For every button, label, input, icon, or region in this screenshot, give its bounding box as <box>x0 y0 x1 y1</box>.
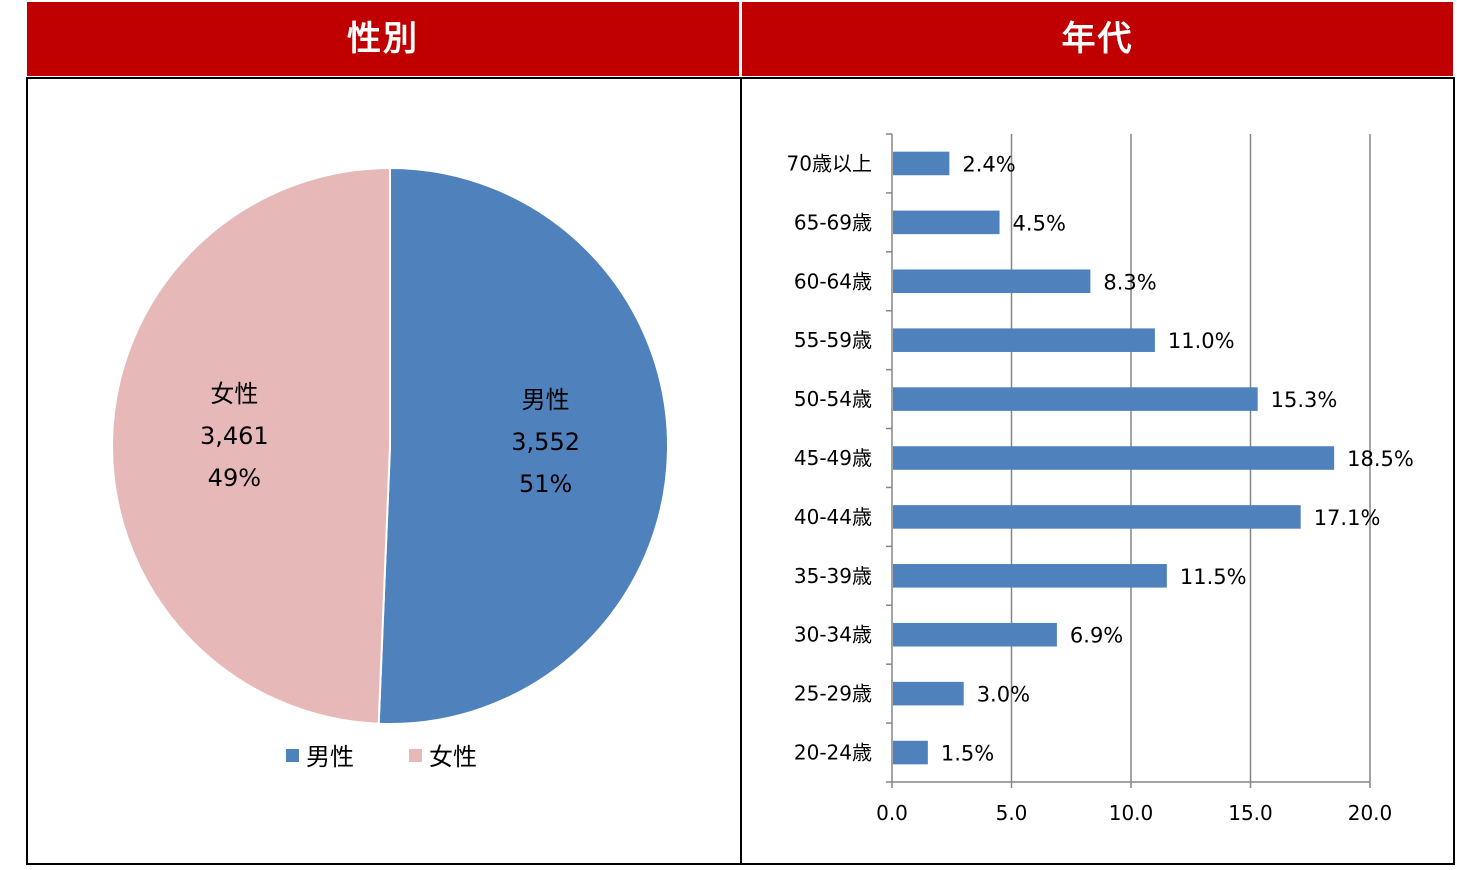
value-label: 18.5% <box>1347 447 1414 471</box>
bar <box>893 681 964 706</box>
category-label: 20-24歳 <box>794 741 872 765</box>
value-label: 17.1% <box>1314 506 1381 530</box>
value-label: 15.3% <box>1271 388 1338 412</box>
value-label: 8.3% <box>1103 270 1156 294</box>
category-label: 40-44歳 <box>794 505 872 529</box>
category-label: 70歳以上 <box>787 151 872 175</box>
value-label: 2.4% <box>962 152 1015 176</box>
value-label: 4.5% <box>1013 211 1066 235</box>
x-tick-label: 10.0 <box>1109 801 1154 825</box>
value-label: 1.5% <box>941 742 994 766</box>
pie-label-female-count: 3,461 <box>200 422 269 450</box>
legend-swatch-male <box>286 749 299 762</box>
category-label: 50-54歳 <box>794 387 872 411</box>
legend-label-female: 女性 <box>429 743 477 771</box>
pie-label-male-percent: 51% <box>519 470 572 498</box>
pie-label-female-percent: 49% <box>208 464 261 492</box>
value-label: 11.0% <box>1168 329 1235 353</box>
gender-panel: 男性 3,552 51% 女性 3,461 49% 男性 女性 <box>26 77 742 865</box>
category-label: 55-59歳 <box>794 328 872 352</box>
category-label: 25-29歳 <box>794 682 872 706</box>
category-label: 60-64歳 <box>794 269 872 293</box>
pie-slice-female <box>111 166 391 725</box>
x-tick-label: 0.0 <box>876 801 908 825</box>
bar <box>893 564 1167 588</box>
bar <box>893 210 1000 235</box>
category-label: 65-69歳 <box>794 210 872 234</box>
bar <box>893 269 1091 294</box>
x-tick-label: 15.0 <box>1228 801 1273 825</box>
bar <box>893 740 928 765</box>
bar <box>893 446 1335 470</box>
bar <box>893 151 950 176</box>
category-label: 35-39歳 <box>794 564 872 588</box>
bar <box>893 328 1155 352</box>
category-label: 45-49歳 <box>794 446 872 470</box>
age-panel: 70歳以上 65-69歳 60-64歳 55-59歳 50-54歳 45-49歳 40-44… <box>740 77 1455 865</box>
gender-header: 性別 <box>27 2 739 76</box>
bar <box>893 505 1301 529</box>
bar <box>893 387 1258 411</box>
pie-label-male-name: 男性 <box>522 386 570 414</box>
x-tick-label: 20.0 <box>1348 801 1393 825</box>
bar <box>893 622 1057 647</box>
legend-swatch-female <box>409 749 422 762</box>
pie-slice-male <box>377 166 669 725</box>
age-bar-chart: 70歳以上 65-69歳 60-64歳 55-59歳 50-54歳 45-49歳 40-44… <box>787 133 1414 825</box>
value-label: 3.0% <box>977 683 1030 707</box>
value-label: 11.5% <box>1180 565 1247 589</box>
legend-label-male: 男性 <box>306 743 354 771</box>
value-label: 6.9% <box>1070 624 1123 648</box>
category-label: 30-34歳 <box>794 623 872 647</box>
pie-label-male-count: 3,552 <box>511 428 580 456</box>
pie-label-female-name: 女性 <box>210 380 258 408</box>
age-header: 年代 <box>742 2 1453 76</box>
x-tick-label: 5.0 <box>996 801 1028 825</box>
